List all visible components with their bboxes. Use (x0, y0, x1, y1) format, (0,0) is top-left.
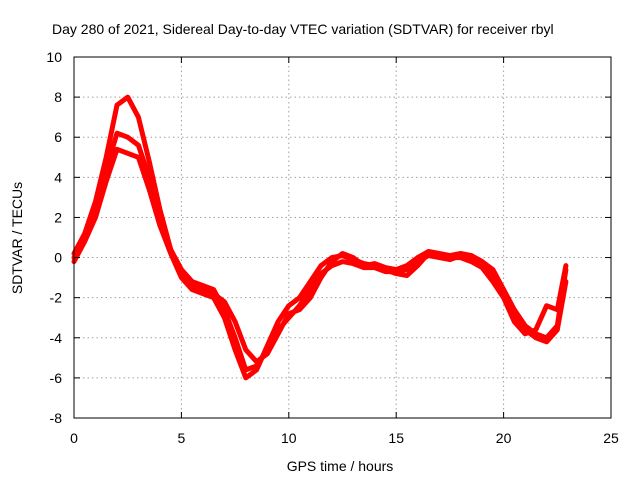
series-line (71, 146, 569, 381)
series-layer (71, 94, 569, 381)
x-tick-label: 5 (178, 430, 186, 446)
y-tick-label: -4 (50, 330, 63, 346)
series-line (71, 94, 569, 365)
x-tick-label: 20 (496, 430, 512, 446)
chart-title: Day 280 of 2021, Sidereal Day-to-day VTE… (52, 21, 554, 37)
y-tick-label: -2 (50, 290, 63, 306)
series-line (71, 130, 569, 373)
y-axis-label: SDTVAR / TECUs (9, 182, 25, 294)
y-tick-label: 0 (54, 250, 62, 266)
x-tick-label: 25 (603, 430, 619, 446)
y-tick-label: -6 (50, 370, 63, 386)
y-tick-label: 6 (54, 129, 62, 145)
y-tick-label: 4 (54, 169, 62, 185)
y-tick-label: 8 (54, 89, 62, 105)
tick-layer: 0 5 10 15 20 25 -8 -6 -4 -2 0 2 4 6 8 10 (46, 49, 619, 446)
x-axis-label: GPS time / hours (287, 458, 394, 474)
x-tick-label: 10 (281, 430, 297, 446)
y-tick-label: 10 (46, 49, 62, 65)
plot-frame (73, 56, 612, 419)
x-tick-label: 0 (70, 430, 78, 446)
x-tick-label: 15 (388, 430, 404, 446)
grid-layer (74, 57, 611, 418)
y-tick-label: -8 (50, 410, 63, 426)
y-tick-label: 2 (54, 209, 62, 225)
